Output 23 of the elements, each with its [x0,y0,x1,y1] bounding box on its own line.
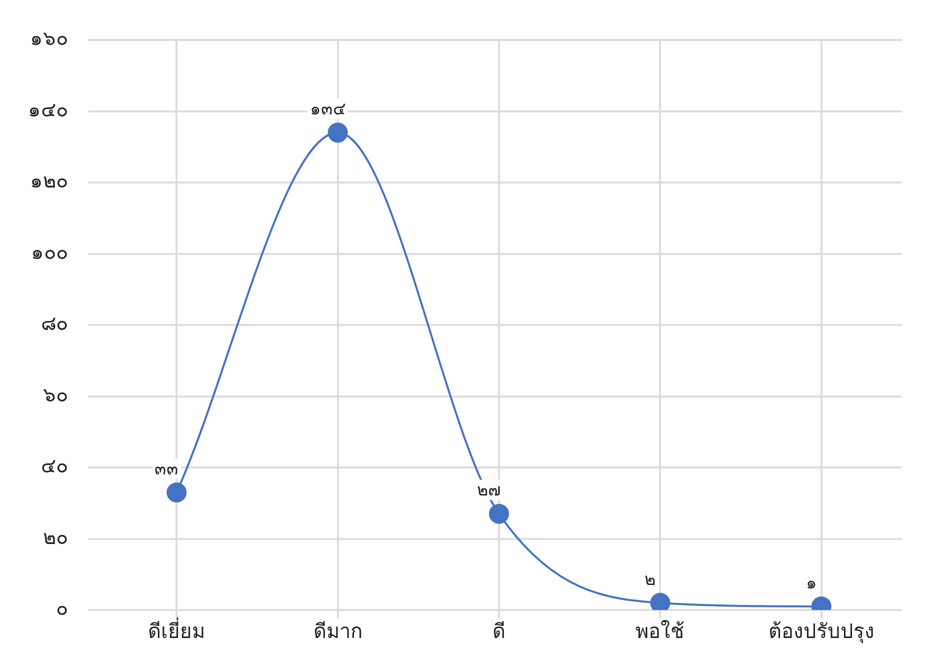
point [328,122,348,143]
data-label: ๒๗ [477,480,501,501]
y-tick-label: ๖๐ [43,382,68,406]
data-label: ๒ [644,570,656,590]
x-tick-label: ดี [492,619,506,644]
y-tick-label: ๔๐ [41,454,68,478]
x-tick-label: ดีมาก [313,619,362,644]
y-tick-label: ๘๐ [41,311,68,336]
point [650,592,670,610]
y-tick-label: ๒๐ [43,524,68,549]
y-tick-label: ๑๒๐ [30,168,68,193]
x-tick-label: พอใช้ [636,619,685,644]
y-tick-label: ๑๔๐ [28,97,68,122]
data-label: ๓๓ [154,459,179,480]
x-tick-label: ต้องปรับปรุง [768,619,874,644]
y-tick-label: ๐ [56,596,68,620]
x-tick-label: ดีเยี่ยม [148,617,206,644]
point [489,504,509,524]
y-tick-label: ๑๖๐ [30,26,68,50]
y-tick-label: ๑๐๐ [31,240,68,264]
data-label: ๑๓๔ [310,100,346,120]
data-label: ๑ [806,573,817,594]
point [166,482,187,502]
